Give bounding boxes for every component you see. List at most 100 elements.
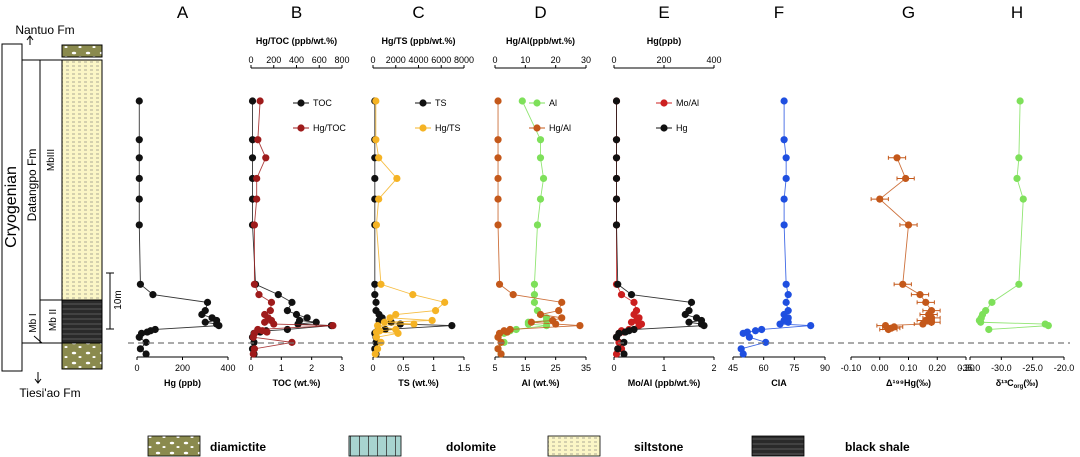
panel-letter-H: H bbox=[1011, 3, 1023, 22]
data-point-E bbox=[612, 136, 621, 144]
data-point-C bbox=[372, 333, 381, 341]
data-point-E bbox=[617, 291, 626, 299]
data-point-A bbox=[135, 195, 143, 203]
data-point-G bbox=[902, 174, 910, 183]
data-point-A bbox=[201, 318, 209, 326]
data-point-F bbox=[776, 320, 784, 328]
top-tick-label-C: 8000 bbox=[454, 55, 474, 65]
data-point-B bbox=[248, 136, 257, 144]
member-3-label: MbIII bbox=[46, 149, 57, 171]
data-point-G bbox=[916, 291, 924, 299]
data-point-A bbox=[215, 322, 223, 330]
data-point-D bbox=[503, 328, 511, 336]
data-point-F bbox=[762, 338, 770, 346]
data-point-D bbox=[518, 97, 526, 105]
x-tick-label-G: -0.10 bbox=[841, 363, 862, 373]
data-point-B bbox=[261, 318, 269, 326]
data-point-B bbox=[250, 221, 259, 229]
legend-label-C: Hg/TS bbox=[435, 123, 461, 133]
x-tick-label-F: 45 bbox=[728, 363, 738, 373]
data-point-H bbox=[1015, 154, 1023, 162]
data-point-F bbox=[782, 280, 790, 288]
x-tick-label-A: 200 bbox=[175, 363, 190, 373]
legend-swatch-siltstone bbox=[547, 435, 601, 457]
data-point-C bbox=[371, 291, 379, 299]
panel-A: A 0 200 400 Hg (ppb) bbox=[134, 3, 235, 388]
data-point-C bbox=[372, 221, 381, 229]
x-tick-label-A: 0 bbox=[134, 363, 139, 373]
data-point-A bbox=[136, 280, 145, 288]
data-point-B bbox=[263, 328, 271, 336]
data-point-C bbox=[441, 298, 449, 306]
x-tick-label-H: -35.0 bbox=[960, 363, 981, 373]
legend-swatch-shale bbox=[751, 435, 805, 457]
legend-marker-E bbox=[660, 124, 668, 132]
top-tick-label-C: 0 bbox=[370, 55, 375, 65]
data-point-D bbox=[558, 314, 566, 322]
nantuo-label: Nantuo Fm bbox=[15, 23, 74, 37]
data-point-D bbox=[542, 316, 551, 325]
top-tick-label-B: 200 bbox=[266, 55, 281, 65]
top-tick-label-B: 0 bbox=[248, 55, 253, 65]
data-point-C bbox=[396, 320, 404, 328]
data-point-C bbox=[372, 136, 380, 144]
data-point-E bbox=[612, 174, 621, 183]
data-point-C bbox=[393, 174, 401, 183]
series-line-C-0 bbox=[374, 101, 452, 355]
data-point-E bbox=[621, 328, 629, 336]
data-point-H bbox=[1013, 174, 1021, 183]
data-point-E bbox=[614, 345, 622, 353]
legend-swatch-diamictite bbox=[147, 435, 201, 457]
data-point-D bbox=[530, 291, 539, 299]
data-point-D bbox=[497, 338, 505, 346]
data-point-A bbox=[198, 310, 206, 319]
top-tick-label-E: 200 bbox=[656, 55, 671, 65]
x-tick-label-F: 75 bbox=[789, 363, 799, 373]
data-point-E bbox=[627, 318, 636, 326]
x-tick-label-G: 0.00 bbox=[871, 363, 889, 373]
data-point-H bbox=[985, 325, 993, 334]
panel-E: E 0 1 2 Mo/Al (ppb/wt.%) 0 200 400 Hg(ppb) Mo/Al H… bbox=[611, 3, 721, 388]
data-point-B bbox=[266, 307, 274, 315]
data-point-E bbox=[630, 298, 638, 306]
top-label-D: Hg/Al(ppb/wt.%) bbox=[506, 36, 575, 46]
x-label-H: δ¹³Corg(‰) bbox=[996, 378, 1039, 390]
x-label-A: Hg (ppb) bbox=[164, 378, 201, 388]
data-point-C bbox=[431, 307, 440, 315]
data-point-B bbox=[288, 338, 296, 346]
data-point-F bbox=[739, 329, 747, 337]
data-point-F bbox=[758, 325, 766, 334]
top-tick-label-B: 800 bbox=[334, 55, 349, 65]
data-point-C bbox=[371, 350, 379, 358]
data-point-E bbox=[612, 195, 621, 203]
data-point-C bbox=[394, 329, 402, 337]
data-point-E bbox=[620, 338, 628, 346]
data-point-F bbox=[739, 350, 747, 358]
data-point-D bbox=[527, 318, 536, 326]
top-tick-label-C: 6000 bbox=[431, 55, 451, 65]
data-point-D bbox=[536, 136, 545, 144]
x-tick-label-E: 0 bbox=[611, 363, 616, 373]
legend-label-dolomite: dolomite bbox=[446, 440, 496, 454]
legend-label-C: TS bbox=[435, 98, 447, 108]
top-tick-label-B: 400 bbox=[289, 55, 304, 65]
data-point-H bbox=[1019, 195, 1027, 203]
x-label-D: Al (wt.%) bbox=[522, 378, 560, 388]
data-point-F bbox=[784, 318, 792, 326]
top-tick-label-C: 2000 bbox=[386, 55, 406, 65]
x-tick-label-G: 0.10 bbox=[900, 363, 918, 373]
top-label-E: Hg(ppb) bbox=[647, 36, 681, 46]
data-point-C bbox=[380, 318, 388, 326]
x-tick-label-G: 0.30 bbox=[957, 363, 975, 373]
data-point-H bbox=[988, 298, 996, 306]
x-tick-label-H: -20.0 bbox=[1054, 363, 1075, 373]
data-point-D bbox=[509, 291, 517, 299]
data-point-C bbox=[372, 328, 381, 336]
data-point-B bbox=[249, 350, 257, 358]
data-point-E bbox=[612, 221, 621, 229]
data-point-B bbox=[256, 97, 264, 105]
data-point-C bbox=[386, 314, 394, 322]
x-tick-label-D: 35 bbox=[581, 363, 591, 373]
data-point-E bbox=[635, 322, 643, 330]
x-label-F: CIA bbox=[771, 378, 787, 388]
